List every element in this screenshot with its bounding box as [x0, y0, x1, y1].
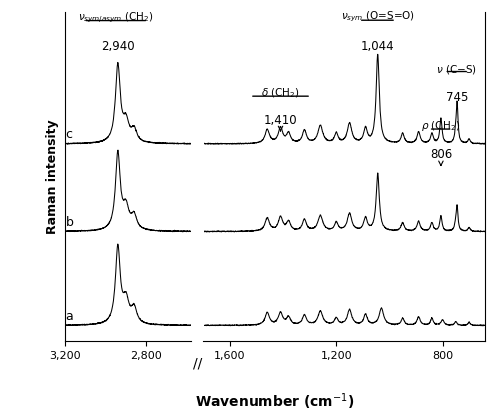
- Text: $\nu$ (C$-$S): $\nu$ (C$-$S): [436, 63, 477, 76]
- Text: 1,410: 1,410: [264, 114, 298, 127]
- Text: b: b: [66, 216, 74, 229]
- Text: $\rho$ (CH$_2$): $\rho$ (CH$_2$): [421, 119, 460, 133]
- Text: $\nu_{sym/asym}$ (CH$_2$): $\nu_{sym/asym}$ (CH$_2$): [78, 10, 154, 25]
- Text: $\nu_{sym}$ (O=S=O): $\nu_{sym}$ (O=S=O): [340, 10, 414, 25]
- Text: //: //: [192, 357, 202, 371]
- Text: c: c: [66, 128, 72, 141]
- Text: 806: 806: [430, 148, 452, 161]
- Text: $\delta$ (CH$_2$): $\delta$ (CH$_2$): [261, 87, 300, 100]
- Text: 2,940: 2,940: [101, 40, 134, 53]
- Text: a: a: [66, 310, 74, 323]
- Text: 1,044: 1,044: [361, 40, 394, 53]
- Text: 745: 745: [446, 91, 468, 104]
- Y-axis label: Raman intensity: Raman intensity: [46, 120, 60, 234]
- Text: Wavenumber (cm$^{-1}$): Wavenumber (cm$^{-1}$): [196, 391, 354, 411]
